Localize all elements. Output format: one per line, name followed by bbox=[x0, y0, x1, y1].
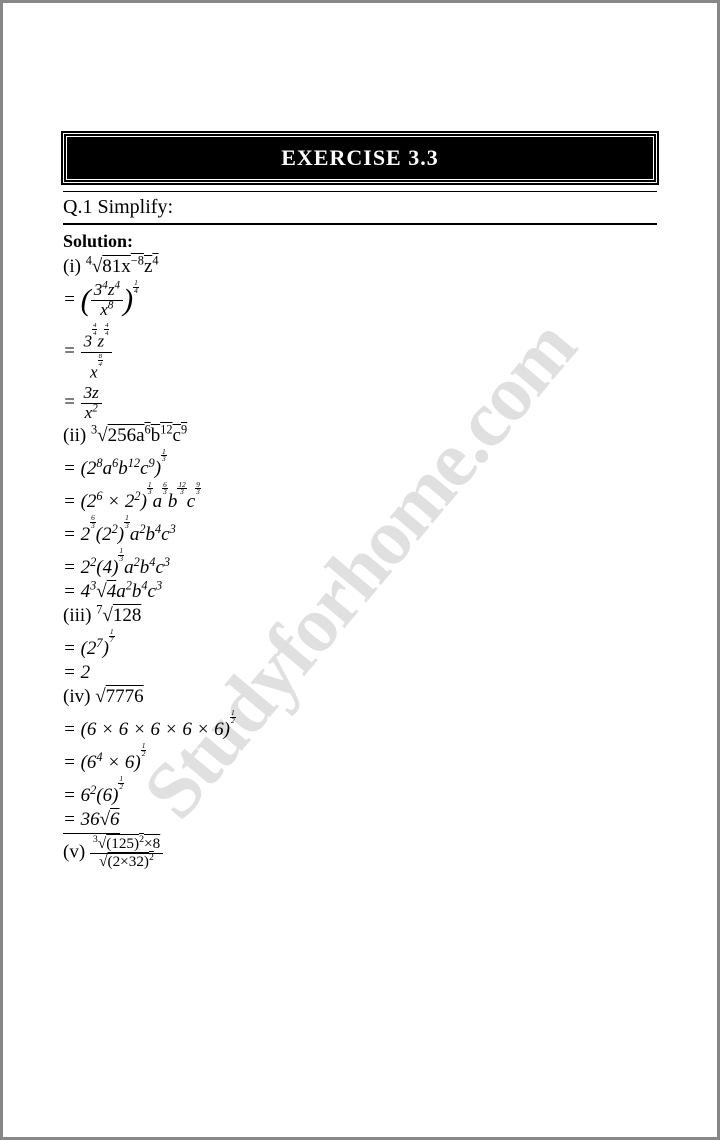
math-line: = 3zx2 bbox=[63, 384, 657, 423]
math-line: = (64 × 6)12 bbox=[63, 743, 657, 774]
math-line: = 2 bbox=[63, 662, 657, 684]
math-line: (v) 3√(125)2×8√(2×32)2 bbox=[63, 836, 657, 870]
math-line: (i) 4√81x−8z4 bbox=[63, 256, 657, 278]
math-line: (iv) √7776 bbox=[63, 686, 657, 708]
exercise-header: EXERCISE 3.3 bbox=[63, 133, 657, 183]
math-line: = 36√6 bbox=[63, 809, 657, 834]
math-line: = (27)17 bbox=[63, 629, 657, 660]
math-line: = (28a6b12c9)13 bbox=[63, 449, 657, 480]
math-line: = (6 × 6 × 6 × 6 × 6)12 bbox=[63, 710, 657, 741]
math-line: = 62(6)12 bbox=[63, 776, 657, 807]
math-line: = 263(22)13a2b4c3 bbox=[63, 515, 657, 546]
math-line: = 344z44x84 bbox=[63, 322, 657, 382]
solution-label: Solution: bbox=[63, 231, 657, 252]
math-line: (ii) 3√256a6b12c9 bbox=[63, 425, 657, 447]
math-line: = 43√4a2b4c3 bbox=[63, 581, 657, 603]
math-line: = (26 × 22)13a63b123c93 bbox=[63, 482, 657, 513]
math-line: = (34z4x8)14 bbox=[63, 280, 657, 320]
math-line: (iii) 7√128 bbox=[63, 605, 657, 627]
math-line: = 22(4)13a2b4c3 bbox=[63, 548, 657, 579]
question-line: Q.1 Simplify: bbox=[63, 191, 657, 225]
page-content: EXERCISE 3.3 Q.1 Simplify: Solution: (i)… bbox=[63, 133, 657, 871]
